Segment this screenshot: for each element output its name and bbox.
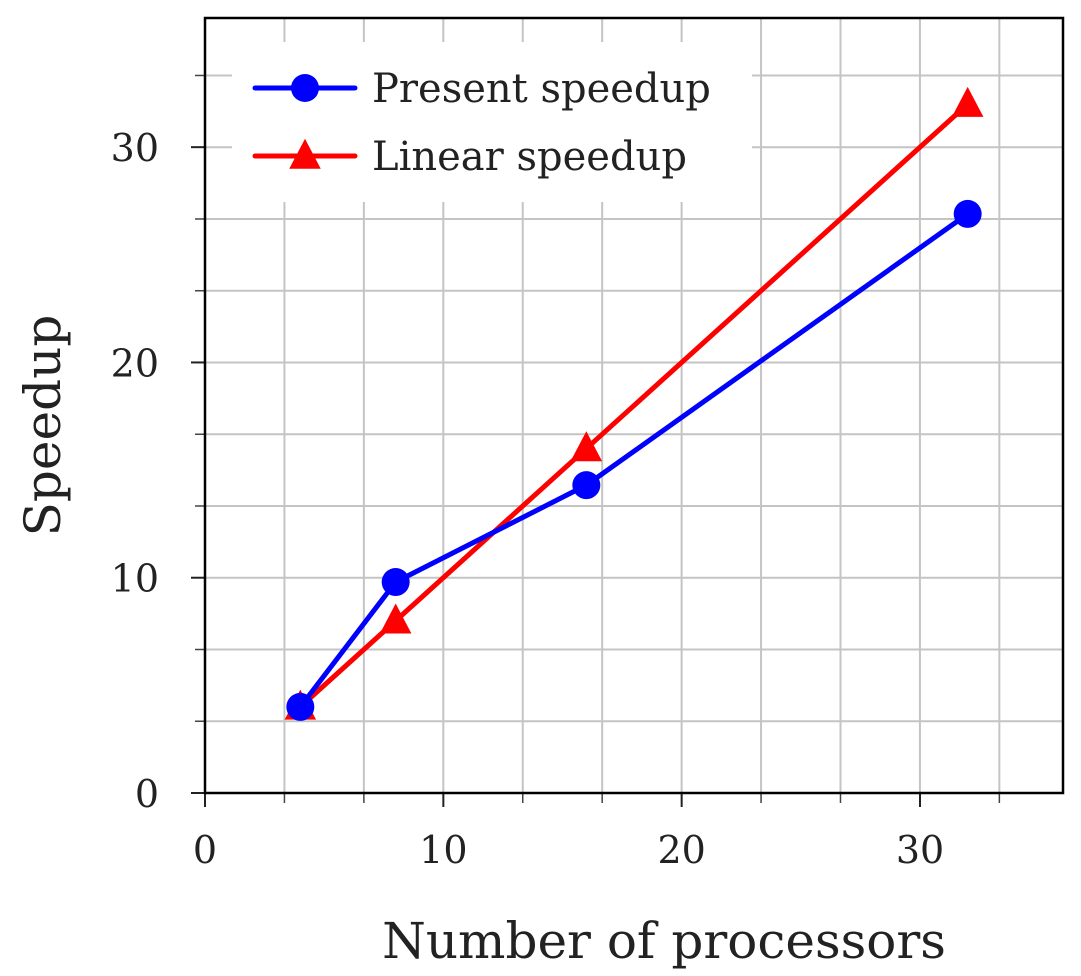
y-tick-label: 30 xyxy=(111,126,159,170)
data-point-present-speedup xyxy=(572,471,601,500)
axis-labels: Number of processors Speedup xyxy=(14,315,946,970)
plot-frame xyxy=(203,16,1065,795)
legend-label-present-speedup: Present speedup xyxy=(372,66,711,112)
data-point-linear-speedup xyxy=(570,431,603,462)
legend-marker-present-speedup xyxy=(291,74,319,102)
legend-item-linear-speedup: Linear speedup xyxy=(252,134,687,180)
data-point-present-speedup xyxy=(381,568,410,597)
y-axis-label: Speedup xyxy=(14,315,72,537)
legend-background xyxy=(232,42,752,202)
series-line-present-speedup xyxy=(297,211,971,710)
series xyxy=(284,86,984,721)
data-point-linear-speedup xyxy=(951,86,984,117)
x-tick-label: 30 xyxy=(896,828,944,872)
data-point-present-speedup xyxy=(286,692,315,721)
data-point-linear-speedup xyxy=(379,603,412,634)
legend-label-linear-speedup: Linear speedup xyxy=(372,134,687,180)
legend: Present speedup Linear speedup xyxy=(232,42,752,202)
y-tick-label: 10 xyxy=(111,557,159,601)
data-point-present-speedup xyxy=(953,199,982,228)
x-axis-label: Number of processors xyxy=(382,912,946,970)
legend-item-present-speedup: Present speedup xyxy=(252,66,711,112)
x-tick-label: 10 xyxy=(419,828,467,872)
y-tick-label: 20 xyxy=(111,341,159,385)
series-present-speedup xyxy=(286,199,982,721)
y-tick-label: 0 xyxy=(135,772,159,816)
x-tick-label: 0 xyxy=(193,828,217,872)
legend-marker-linear-speedup xyxy=(289,138,321,169)
x-tick-label: 20 xyxy=(657,828,705,872)
axis-ticks: 0 10 20 30 0 10 20 30 xyxy=(111,74,1001,872)
